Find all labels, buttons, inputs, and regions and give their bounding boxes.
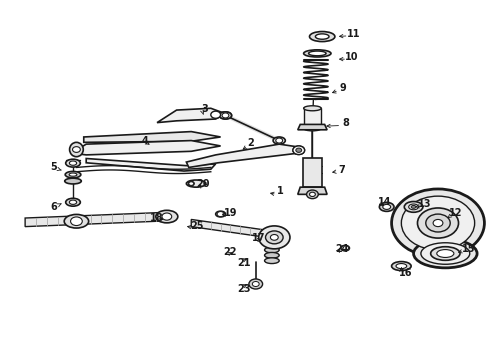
- Ellipse shape: [265, 258, 279, 264]
- Ellipse shape: [66, 198, 80, 206]
- Ellipse shape: [64, 215, 89, 228]
- Text: 13: 13: [418, 199, 432, 210]
- Circle shape: [71, 217, 82, 226]
- Circle shape: [222, 113, 229, 118]
- Ellipse shape: [431, 247, 460, 260]
- Polygon shape: [25, 212, 167, 226]
- Text: 7: 7: [339, 165, 345, 175]
- Circle shape: [249, 279, 263, 289]
- Ellipse shape: [70, 161, 76, 165]
- Ellipse shape: [70, 142, 83, 157]
- Ellipse shape: [265, 247, 279, 253]
- Text: 18: 18: [150, 213, 164, 223]
- Circle shape: [266, 231, 283, 244]
- Circle shape: [401, 196, 475, 250]
- Ellipse shape: [70, 200, 76, 204]
- Polygon shape: [186, 144, 304, 167]
- Polygon shape: [191, 220, 279, 239]
- Polygon shape: [86, 158, 216, 171]
- Circle shape: [417, 208, 459, 238]
- Text: 10: 10: [345, 52, 358, 62]
- Text: 22: 22: [223, 247, 237, 257]
- Ellipse shape: [379, 202, 394, 211]
- Circle shape: [293, 146, 305, 154]
- Circle shape: [189, 182, 194, 185]
- Polygon shape: [298, 187, 327, 194]
- Text: 14: 14: [377, 197, 391, 207]
- Ellipse shape: [409, 204, 418, 210]
- Text: 12: 12: [449, 208, 463, 218]
- Ellipse shape: [216, 211, 225, 217]
- Ellipse shape: [383, 204, 391, 210]
- Text: 1: 1: [277, 186, 284, 197]
- Text: 2: 2: [247, 139, 254, 148]
- Text: 24: 24: [335, 244, 348, 254]
- Ellipse shape: [396, 264, 407, 269]
- Text: 15: 15: [462, 244, 475, 254]
- Ellipse shape: [188, 181, 194, 186]
- Ellipse shape: [220, 112, 232, 119]
- Ellipse shape: [437, 249, 454, 257]
- Text: 23: 23: [237, 284, 251, 294]
- Ellipse shape: [186, 180, 206, 187]
- Polygon shape: [84, 132, 220, 142]
- Text: 21: 21: [237, 258, 251, 268]
- Ellipse shape: [309, 51, 326, 56]
- Ellipse shape: [411, 206, 416, 208]
- Circle shape: [162, 213, 172, 220]
- Circle shape: [310, 192, 316, 197]
- Circle shape: [259, 226, 290, 249]
- Circle shape: [342, 246, 348, 251]
- Text: 20: 20: [196, 179, 210, 189]
- Ellipse shape: [421, 243, 470, 264]
- Ellipse shape: [273, 137, 285, 144]
- Text: 16: 16: [398, 267, 412, 278]
- Text: 9: 9: [340, 83, 346, 93]
- Text: 5: 5: [50, 162, 57, 172]
- Circle shape: [211, 111, 220, 118]
- Circle shape: [426, 214, 450, 232]
- Polygon shape: [157, 108, 225, 123]
- Polygon shape: [303, 158, 322, 187]
- Text: 4: 4: [142, 136, 148, 145]
- Ellipse shape: [404, 202, 423, 212]
- Ellipse shape: [220, 112, 232, 119]
- Circle shape: [433, 220, 443, 226]
- Circle shape: [276, 138, 283, 143]
- Text: 17: 17: [252, 233, 266, 243]
- Ellipse shape: [65, 178, 81, 184]
- Ellipse shape: [69, 173, 77, 176]
- Ellipse shape: [304, 106, 321, 111]
- Circle shape: [73, 147, 80, 152]
- Ellipse shape: [414, 239, 477, 268]
- Polygon shape: [72, 140, 221, 155]
- Ellipse shape: [392, 262, 411, 271]
- Circle shape: [296, 148, 302, 152]
- Circle shape: [293, 146, 305, 154]
- Text: 8: 8: [342, 118, 349, 128]
- Ellipse shape: [66, 159, 80, 167]
- Circle shape: [252, 282, 259, 287]
- Polygon shape: [304, 108, 321, 129]
- Polygon shape: [298, 125, 327, 130]
- Text: 3: 3: [201, 104, 208, 114]
- Circle shape: [392, 189, 485, 257]
- Circle shape: [307, 190, 318, 199]
- Ellipse shape: [304, 126, 321, 131]
- Circle shape: [270, 234, 278, 240]
- Ellipse shape: [265, 252, 279, 258]
- Ellipse shape: [65, 171, 81, 178]
- Text: 25: 25: [191, 221, 204, 231]
- Text: 19: 19: [223, 208, 237, 218]
- Ellipse shape: [310, 32, 335, 41]
- Ellipse shape: [341, 245, 349, 251]
- Text: 11: 11: [347, 29, 360, 39]
- Ellipse shape: [316, 34, 329, 39]
- Text: 6: 6: [50, 202, 57, 212]
- Circle shape: [217, 212, 224, 217]
- Ellipse shape: [156, 210, 178, 223]
- Ellipse shape: [304, 50, 331, 57]
